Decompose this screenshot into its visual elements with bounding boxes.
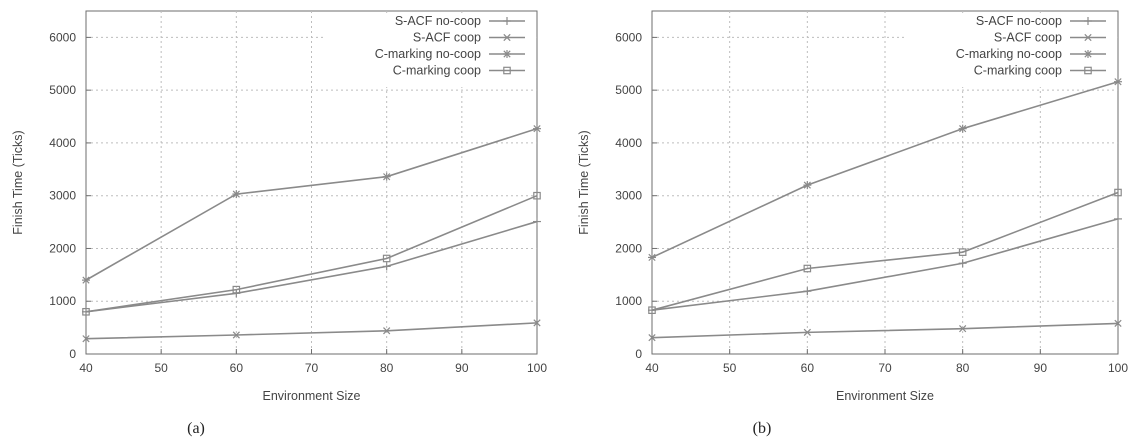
legend-label: C-marking coop bbox=[393, 64, 481, 78]
legend-label: C-marking coop bbox=[974, 64, 1062, 78]
series-1-point bbox=[382, 262, 391, 271]
series-2-point bbox=[533, 319, 541, 327]
series-1-point bbox=[803, 287, 812, 296]
y-tick-label: 5000 bbox=[615, 83, 642, 97]
y-axis-label: Finish Time (Ticks) bbox=[11, 130, 25, 234]
x-axis-label: Environment Size bbox=[836, 389, 934, 403]
series-2-point bbox=[1114, 319, 1122, 328]
y-tick-label: 5000 bbox=[49, 83, 76, 97]
series-line-1 bbox=[85, 220, 538, 313]
series-line-2 bbox=[651, 322, 1119, 339]
legend-marker bbox=[503, 66, 511, 75]
y-tick-label: 2000 bbox=[49, 241, 76, 255]
y-axis-label: Finish Time (Ticks) bbox=[577, 130, 591, 234]
legend-marker bbox=[1084, 66, 1092, 75]
x-tick-label: 80 bbox=[956, 361, 970, 375]
series-3-point bbox=[382, 172, 391, 181]
legend-marker bbox=[503, 33, 511, 42]
x-tick-label: 100 bbox=[1108, 361, 1128, 375]
series-2-point bbox=[82, 335, 90, 343]
series-line-4 bbox=[85, 194, 538, 313]
series-4-point bbox=[803, 264, 812, 273]
legend-marker bbox=[503, 50, 511, 58]
chart-panel-a: 40 50 60 70 80 90 1000100020003000400050006000… bbox=[11, 10, 547, 403]
x-tick-label: 70 bbox=[305, 361, 319, 375]
x-axis-label: Environment Size bbox=[263, 389, 361, 403]
legend-label: S-ACF coop bbox=[413, 31, 481, 45]
series-3-point bbox=[1114, 77, 1122, 86]
legend-background bbox=[905, 13, 1114, 87]
legend-marker bbox=[1084, 17, 1092, 25]
series-line-1 bbox=[651, 218, 1119, 311]
series-2-point bbox=[232, 331, 240, 339]
series-4-point bbox=[533, 191, 541, 200]
y-tick-label: 3000 bbox=[615, 189, 642, 203]
x-tick-label: 70 bbox=[878, 361, 892, 375]
series-line-3 bbox=[651, 80, 1119, 259]
y-tick-label: 4000 bbox=[49, 136, 76, 150]
series-4-point bbox=[82, 307, 90, 316]
legend-marker bbox=[503, 17, 511, 25]
series-4-point bbox=[232, 285, 241, 294]
y-tick-label: 2000 bbox=[615, 241, 642, 255]
series-4-point bbox=[1114, 188, 1122, 197]
x-tick-label: 60 bbox=[230, 361, 244, 375]
legend-marker bbox=[1084, 33, 1092, 42]
x-tick-label: 40 bbox=[79, 361, 93, 375]
y-tick-label: 6000 bbox=[49, 30, 76, 44]
x-tick-label: 60 bbox=[801, 361, 815, 375]
series-2-point bbox=[803, 328, 811, 336]
x-tick-label: 90 bbox=[455, 361, 469, 375]
series-1-point bbox=[533, 217, 541, 226]
series-2-point bbox=[648, 334, 656, 342]
y-tick-label: 6000 bbox=[615, 30, 642, 44]
legend-marker bbox=[1084, 50, 1092, 58]
series-3-point bbox=[232, 190, 241, 199]
series-1-point bbox=[1114, 214, 1122, 223]
y-tick-label: 3000 bbox=[49, 189, 76, 203]
y-tick-label: 1000 bbox=[615, 294, 642, 308]
legend-label: C-marking no-coop bbox=[956, 47, 1062, 61]
legend-background bbox=[324, 13, 533, 87]
series-4-point bbox=[648, 306, 656, 315]
series-4-point bbox=[958, 248, 967, 256]
series-2-point bbox=[959, 325, 967, 333]
caption-a: (a) bbox=[187, 420, 205, 437]
y-tick-label: 1000 bbox=[49, 294, 76, 308]
series-4-point bbox=[382, 254, 391, 263]
series-1-point bbox=[958, 259, 967, 268]
y-tick-label: 0 bbox=[635, 347, 642, 361]
series-line-2 bbox=[85, 322, 538, 340]
series-3-point bbox=[648, 253, 656, 262]
series-line-3 bbox=[85, 127, 538, 281]
x-tick-label: 50 bbox=[154, 361, 168, 375]
series-line-4 bbox=[651, 191, 1119, 311]
series-3-point bbox=[82, 276, 90, 285]
x-tick-label: 90 bbox=[1034, 361, 1048, 375]
legend-label: S-ACF no-coop bbox=[395, 14, 481, 28]
legend-label: S-ACF coop bbox=[994, 31, 1062, 45]
y-tick-label: 4000 bbox=[615, 136, 642, 150]
chart-panel-b: 40 50 60 70 80 90 1000100020003000400050006000… bbox=[577, 10, 1128, 403]
series-3-point bbox=[803, 181, 812, 190]
legend-label: C-marking no-coop bbox=[375, 47, 481, 61]
series-3-point bbox=[958, 124, 967, 133]
x-tick-label: 50 bbox=[723, 361, 737, 375]
legend-label: S-ACF no-coop bbox=[976, 14, 1062, 28]
y-tick-label: 0 bbox=[69, 347, 76, 361]
series-3-point bbox=[533, 124, 541, 133]
x-tick-label: 40 bbox=[645, 361, 659, 375]
x-tick-label: 100 bbox=[527, 361, 547, 375]
series-2-point bbox=[383, 327, 391, 335]
x-tick-label: 80 bbox=[380, 361, 394, 375]
caption-b: (b) bbox=[752, 420, 772, 437]
